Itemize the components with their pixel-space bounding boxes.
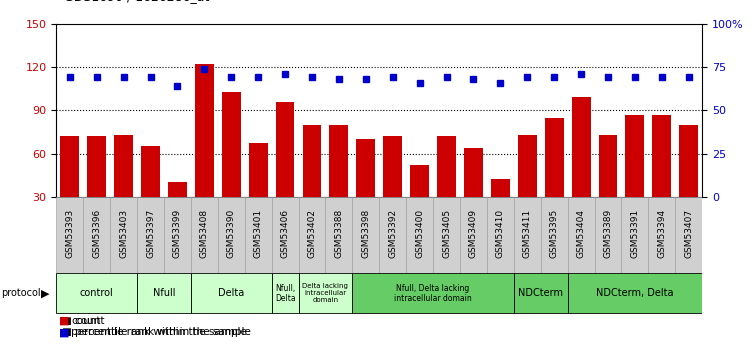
Bar [572, 98, 590, 240]
Bar [222, 92, 240, 240]
Text: percentile rank within the sample: percentile rank within the sample [71, 327, 247, 337]
Bar [352, 273, 514, 313]
Bar [410, 165, 429, 240]
Text: GSM53406: GSM53406 [281, 208, 290, 258]
Bar [653, 115, 671, 240]
Bar [56, 197, 83, 273]
Bar [379, 197, 406, 273]
Text: GSM53409: GSM53409 [469, 208, 478, 258]
Bar [137, 273, 191, 313]
Text: ■ percentile rank within the sample: ■ percentile rank within the sample [62, 327, 251, 337]
Text: GSM53408: GSM53408 [200, 208, 209, 258]
Text: NDCterm, Delta: NDCterm, Delta [596, 288, 674, 298]
Bar [168, 182, 187, 240]
Text: Nfull: Nfull [152, 288, 175, 298]
Text: GSM53389: GSM53389 [604, 208, 613, 258]
Bar [249, 144, 267, 240]
Bar [541, 197, 568, 273]
Text: NDCterm: NDCterm [518, 288, 563, 298]
Text: GSM53400: GSM53400 [415, 208, 424, 258]
Bar [352, 197, 379, 273]
Bar [357, 139, 376, 240]
Bar [622, 197, 648, 273]
Text: ▶: ▶ [41, 288, 50, 298]
Bar [626, 115, 644, 240]
Bar [514, 273, 568, 313]
Text: GDS1690 / 1626286_at: GDS1690 / 1626286_at [64, 0, 210, 3]
Bar [303, 125, 321, 240]
Text: control: control [80, 288, 113, 298]
Bar [245, 197, 272, 273]
Bar [491, 179, 510, 240]
Bar [218, 197, 245, 273]
Text: Nfull, Delta lacking
intracellular domain: Nfull, Delta lacking intracellular domai… [394, 284, 472, 303]
Text: GSM53388: GSM53388 [334, 208, 343, 258]
Bar [544, 118, 563, 240]
Bar [433, 197, 460, 273]
Text: Nfull,
Delta: Nfull, Delta [275, 284, 295, 303]
Text: GSM53392: GSM53392 [388, 208, 397, 258]
Bar [330, 125, 348, 240]
Bar [272, 197, 299, 273]
Text: ■: ■ [59, 316, 69, 326]
Bar [595, 197, 622, 273]
Bar [437, 136, 456, 240]
Text: GSM53407: GSM53407 [684, 208, 693, 258]
Text: GSM53403: GSM53403 [119, 208, 128, 258]
Text: Delta lacking
intracellular
domain: Delta lacking intracellular domain [303, 283, 348, 303]
Bar [191, 197, 218, 273]
Bar [110, 197, 137, 273]
Text: GSM53411: GSM53411 [523, 208, 532, 258]
Bar [164, 197, 191, 273]
Text: GSM53397: GSM53397 [146, 208, 155, 258]
Text: protocol: protocol [1, 288, 41, 298]
Bar [568, 273, 702, 313]
Bar [195, 65, 214, 240]
Text: GSM53395: GSM53395 [550, 208, 559, 258]
Text: GSM53396: GSM53396 [92, 208, 101, 258]
Text: ■: ■ [59, 327, 69, 337]
Bar [141, 146, 160, 240]
Bar [272, 273, 299, 313]
Text: GSM53410: GSM53410 [496, 208, 505, 258]
Text: Delta: Delta [218, 288, 244, 298]
Bar [518, 135, 537, 240]
Bar [460, 197, 487, 273]
Bar [137, 197, 164, 273]
Bar [675, 197, 702, 273]
Bar [56, 273, 137, 313]
Bar [406, 197, 433, 273]
Text: GSM53405: GSM53405 [442, 208, 451, 258]
Bar [680, 125, 698, 240]
Text: ■ count: ■ count [62, 316, 105, 326]
Bar [83, 197, 110, 273]
Bar [276, 102, 294, 240]
Bar [514, 197, 541, 273]
Text: GSM53401: GSM53401 [254, 208, 263, 258]
Bar [464, 148, 483, 240]
Bar [325, 197, 352, 273]
Bar [599, 135, 617, 240]
Bar [299, 273, 352, 313]
Bar [87, 136, 106, 240]
Text: count: count [71, 316, 101, 326]
Text: GSM53391: GSM53391 [630, 208, 639, 258]
Text: GSM53398: GSM53398 [361, 208, 370, 258]
Bar [648, 197, 675, 273]
Bar [568, 197, 595, 273]
Text: GSM53390: GSM53390 [227, 208, 236, 258]
Text: GSM53394: GSM53394 [657, 208, 666, 258]
Text: GSM53399: GSM53399 [173, 208, 182, 258]
Bar [191, 273, 272, 313]
Text: GSM53404: GSM53404 [577, 209, 586, 258]
Bar [60, 136, 79, 240]
Bar [383, 136, 402, 240]
Text: GSM53402: GSM53402 [307, 209, 316, 258]
Bar [114, 135, 133, 240]
Text: GSM53393: GSM53393 [65, 208, 74, 258]
Bar [299, 197, 325, 273]
Bar [487, 197, 514, 273]
